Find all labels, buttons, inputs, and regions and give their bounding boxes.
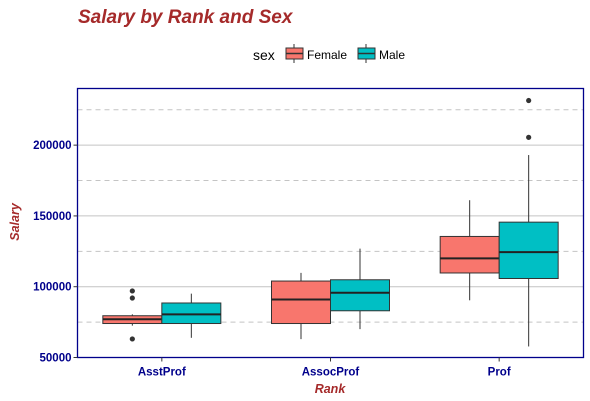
- outlier-point-female: [129, 336, 135, 342]
- x-axis-title: Rank: [315, 382, 347, 396]
- x-tick-label: AssocProf: [302, 367, 360, 379]
- y-tick-label: 150000: [33, 211, 71, 223]
- legend-key-female: [285, 44, 304, 63]
- x-tick-label: AsstProf: [138, 367, 186, 379]
- box-male: [498, 221, 559, 279]
- y-axis: 50000 100000 150000 200000: [33, 140, 78, 365]
- y-tick-label: 100000: [33, 282, 71, 294]
- box-female: [439, 235, 500, 274]
- outlier-point-male: [526, 97, 532, 104]
- box-female: [271, 280, 331, 325]
- box-male: [330, 279, 390, 312]
- legend-label-female: Female: [307, 48, 347, 62]
- box-male: [161, 302, 222, 325]
- y-tick-label: 200000: [33, 140, 71, 152]
- outlier-point-female: [129, 288, 135, 294]
- legend-title: sex: [253, 47, 275, 63]
- legend: sex Female Male: [253, 44, 405, 63]
- outlier-point-female: [129, 295, 135, 301]
- legend-label-male: Male: [379, 48, 405, 62]
- legend-key-male: [357, 44, 376, 63]
- y-axis-title: Salary: [8, 202, 22, 241]
- x-tick-label: Prof: [488, 367, 511, 379]
- x-axis: AsstProf AssocProf Prof: [138, 357, 511, 379]
- y-tick-label: 50000: [40, 353, 72, 365]
- chart-title: Salary by Rank and Sex: [78, 7, 294, 28]
- outlier-point-male: [526, 134, 532, 140]
- plot-marks: [102, 97, 559, 347]
